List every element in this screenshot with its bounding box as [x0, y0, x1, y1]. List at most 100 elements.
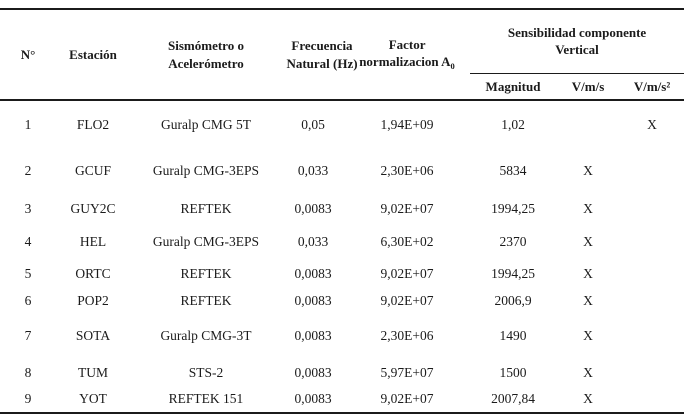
cell-v-per-ms-mark: X	[583, 391, 593, 407]
cell-v-per-ms2-mark	[620, 259, 684, 289]
cell-number: 7	[24, 327, 32, 343]
cell-v-per-ms2-mark	[620, 359, 684, 387]
cell-number: 1	[24, 117, 32, 133]
table-body: 1 FLO2 Guralp CMG 5T 0,05 1,94E+09 1,02 X 2 GCUF…	[0, 100, 684, 413]
header-station: Estación	[56, 9, 130, 100]
header-seismometer: Sismómetro o Acelerómetro	[130, 9, 282, 100]
cell-magnitude: 2006,9	[494, 292, 532, 308]
cell-v-per-ms-mark: X	[583, 234, 593, 250]
cell-seismometer: REFTEK	[180, 265, 232, 281]
header-magnitude: Magnitud	[485, 78, 541, 94]
cell-seismometer: REFTEK	[180, 292, 232, 308]
table-row: 9 YOT REFTEK 151 0,0083 9,02E+07 2007,84 X	[0, 387, 684, 413]
header-factor-label: Factor normalizacion A0	[355, 36, 459, 72]
cell-station: SOTA	[75, 327, 111, 343]
cell-magnitude: 2007,84	[491, 391, 535, 407]
cell-factor: 5,97E+07	[380, 364, 434, 380]
cell-v-per-ms2-mark	[620, 387, 684, 413]
table-row: 7 SOTA Guralp CMG-3T 0,0083 2,30E+06 1490 X	[0, 313, 684, 359]
cell-factor: 2,30E+06	[380, 163, 434, 179]
cell-seismometer: Guralp CMG-3T	[160, 327, 252, 343]
header-factor-line1: Factor	[388, 37, 426, 53]
cell-magnitude: 1490	[499, 327, 527, 343]
cell-number: 4	[24, 234, 32, 250]
cell-magnitude: 1500	[499, 364, 527, 380]
cell-v-per-ms2-mark	[620, 226, 684, 259]
cell-station: HEL	[79, 234, 107, 250]
cell-frequency: 0,0083	[294, 201, 332, 217]
cell-seismometer: STS-2	[188, 364, 224, 380]
cell-v-per-ms2-mark	[620, 313, 684, 359]
cell-factor: 9,02E+07	[380, 292, 434, 308]
header-factor: Factor normalizacion A0	[344, 9, 470, 100]
header-frequency-label: Frecuencia Natural (Hz)	[286, 38, 358, 71]
cell-seismometer: REFTEK 151	[168, 391, 244, 407]
cell-number: 2	[24, 163, 32, 179]
cell-frequency: 0,0083	[294, 327, 332, 343]
cell-station: YOT	[79, 391, 107, 407]
header-sensitivity-group-label: Sensibilidad componente Vertical	[507, 25, 647, 58]
cell-frequency: 0,0083	[294, 292, 332, 308]
cell-v-per-ms2-mark	[620, 193, 684, 226]
cell-v-per-ms2-mark	[620, 289, 684, 313]
cell-seismometer: Guralp CMG-3EPS	[152, 234, 260, 250]
cell-frequency: 0,033	[297, 234, 329, 250]
cell-v-per-ms-mark: X	[583, 201, 593, 217]
cell-magnitude: 1994,25	[491, 201, 535, 217]
cell-station: GUY2C	[70, 201, 116, 217]
cell-station: FLO2	[76, 117, 110, 133]
cell-frequency: 0,05	[301, 117, 325, 133]
header-station-label: Estación	[69, 46, 117, 62]
header-number: N°	[0, 9, 56, 100]
table-row: 8 TUM STS-2 0,0083 5,97E+07 1500 X	[0, 359, 684, 387]
table-header: N° Estación Sismómetro o Acelerómetro Fr…	[0, 9, 684, 100]
cell-v-per-ms-mark: X	[583, 364, 593, 380]
cell-factor: 9,02E+07	[380, 201, 434, 217]
cell-factor: 6,30E+02	[380, 234, 434, 250]
table-row: 3 GUY2C REFTEK 0,0083 9,02E+07 1994,25 X	[0, 193, 684, 226]
header-row-main: N° Estación Sismómetro o Acelerómetro Fr…	[0, 9, 684, 74]
cell-v-per-ms-mark	[556, 100, 620, 150]
cell-frequency: 0,0083	[294, 265, 332, 281]
cell-v-per-ms-mark: X	[583, 327, 593, 343]
header-row-sub: Magnitud V/m/s V/m/s²	[0, 73, 684, 100]
header-seismometer-label: Sismómetro o Acelerómetro	[168, 38, 244, 71]
cell-magnitude: 5834	[499, 163, 527, 179]
cell-v-per-ms-mark: X	[583, 163, 593, 179]
header-number-label: N°	[20, 46, 36, 62]
cell-number: 5	[24, 265, 32, 281]
cell-number: 6	[24, 292, 32, 308]
table-row: 6 POP2 REFTEK 0,0083 9,02E+07 2006,9 X	[0, 289, 684, 313]
seismic-stations-table: N° Estación Sismómetro o Acelerómetro Fr…	[0, 8, 684, 414]
table-row: 5 ORTC REFTEK 0,0083 9,02E+07 1994,25 X	[0, 259, 684, 289]
cell-seismometer: Guralp CMG-3EPS	[152, 163, 260, 179]
table-row: 2 GCUF Guralp CMG-3EPS 0,033 2,30E+06 5834 X	[0, 150, 684, 193]
cell-station: ORTC	[75, 265, 111, 281]
cell-magnitude: 1994,25	[491, 265, 535, 281]
table-row: 1 FLO2 Guralp CMG 5T 0,05 1,94E+09 1,02 X	[0, 100, 684, 150]
cell-v-per-ms-mark: X	[583, 265, 593, 281]
cell-magnitude: 2370	[499, 234, 527, 250]
cell-number: 9	[24, 391, 32, 407]
cell-frequency: 0,0083	[294, 391, 332, 407]
header-frequency: Frecuencia Natural (Hz)	[282, 9, 357, 100]
header-factor-line2: normalizacion A	[359, 54, 451, 70]
table-row: 4 HEL Guralp CMG-3EPS 0,033 6,30E+02 2370 X	[0, 226, 684, 259]
cell-v-per-ms2-mark	[620, 150, 684, 193]
cell-factor: 9,02E+07	[380, 265, 434, 281]
cell-magnitude: 1,02	[501, 117, 525, 133]
cell-factor: 9,02E+07	[380, 391, 434, 407]
header-v-per-ms: V/m/s	[571, 78, 605, 94]
cell-factor: 2,30E+06	[380, 327, 434, 343]
cell-frequency: 0,0083	[294, 364, 332, 380]
cell-station: POP2	[77, 292, 109, 308]
header-sensitivity-group: Sensibilidad componente Vertical	[470, 9, 684, 74]
header-v-per-ms2: V/m/s²	[633, 78, 671, 94]
cell-station: GCUF	[74, 163, 111, 179]
cell-v-per-ms2-mark: X	[647, 117, 657, 133]
cell-number: 8	[24, 364, 32, 380]
cell-station: TUM	[78, 364, 108, 380]
cell-number: 3	[24, 201, 32, 217]
cell-factor: 1,94E+09	[380, 117, 434, 133]
